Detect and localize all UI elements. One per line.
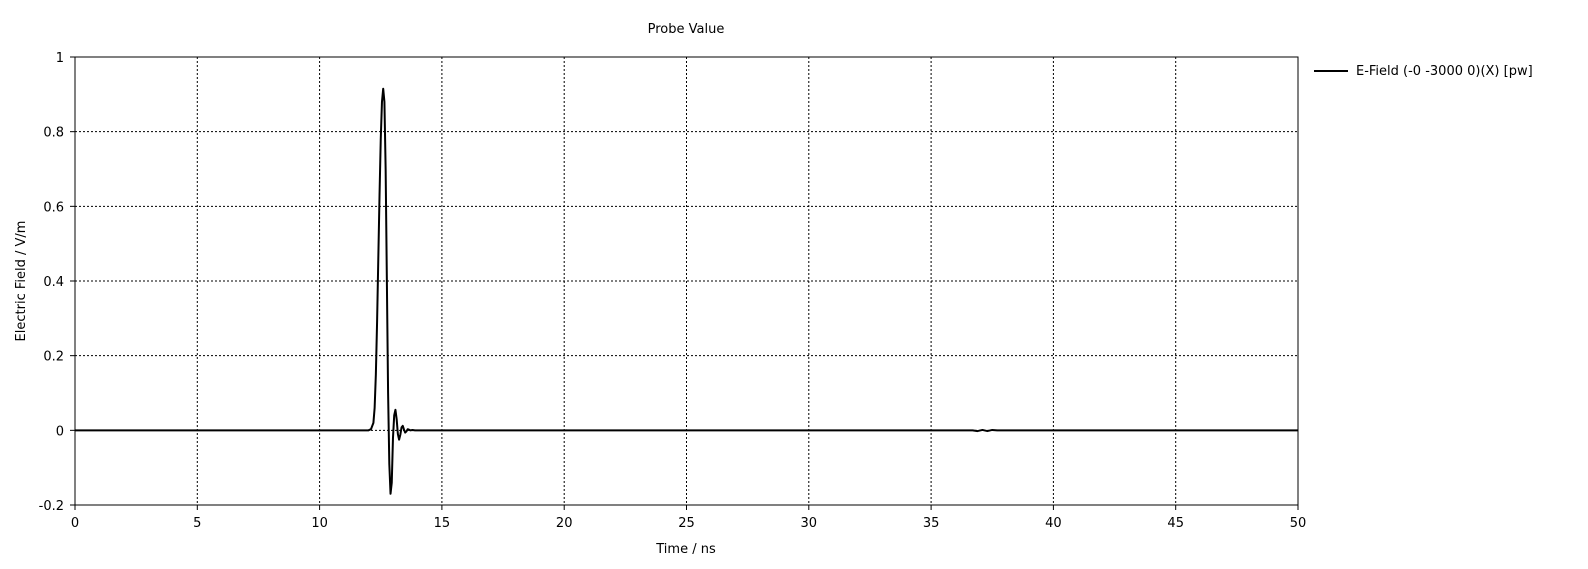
x-tick-label: 35 bbox=[923, 516, 940, 531]
y-tick-label: 1 bbox=[56, 51, 64, 66]
x-tick-label: 30 bbox=[801, 516, 818, 531]
gridlines bbox=[75, 57, 1298, 505]
y-tick-label: -0.2 bbox=[39, 499, 64, 514]
y-tick-label: 0.2 bbox=[43, 350, 64, 365]
y-axis-label: Electric Field / V/m bbox=[14, 221, 29, 342]
series-lines bbox=[75, 87, 1298, 495]
x-tick-label: 45 bbox=[1167, 516, 1184, 531]
legend: E-Field (-0 -3000 0)(X) [pw] bbox=[1314, 62, 1533, 80]
x-tick-label: 5 bbox=[193, 516, 201, 531]
x-axis-label: Time / ns bbox=[655, 542, 716, 557]
series-line bbox=[75, 87, 1298, 495]
y-tick-label: 0.4 bbox=[43, 275, 64, 290]
x-tick-label: 50 bbox=[1290, 516, 1307, 531]
x-axis-ticks: 0 5 10 15 20 25 30 35 40 45 50 bbox=[71, 505, 1306, 531]
legend-swatch bbox=[1314, 70, 1348, 72]
x-tick-label: 15 bbox=[434, 516, 451, 531]
legend-label: E-Field (-0 -3000 0)(X) [pw] bbox=[1356, 63, 1533, 79]
x-tick-label: 25 bbox=[678, 516, 695, 531]
y-tick-label: 0.8 bbox=[43, 126, 64, 141]
chart-title: Probe Value bbox=[648, 22, 725, 37]
y-tick-label: 0.6 bbox=[43, 200, 64, 215]
x-tick-label: 10 bbox=[311, 516, 328, 531]
x-tick-label: 20 bbox=[556, 516, 573, 531]
y-tick-label: 0 bbox=[56, 424, 64, 439]
y-axis-ticks: -0.2 0 0.2 0.4 0.6 0.8 1 bbox=[39, 51, 75, 514]
x-tick-label: 0 bbox=[71, 516, 79, 531]
x-tick-label: 40 bbox=[1045, 516, 1062, 531]
